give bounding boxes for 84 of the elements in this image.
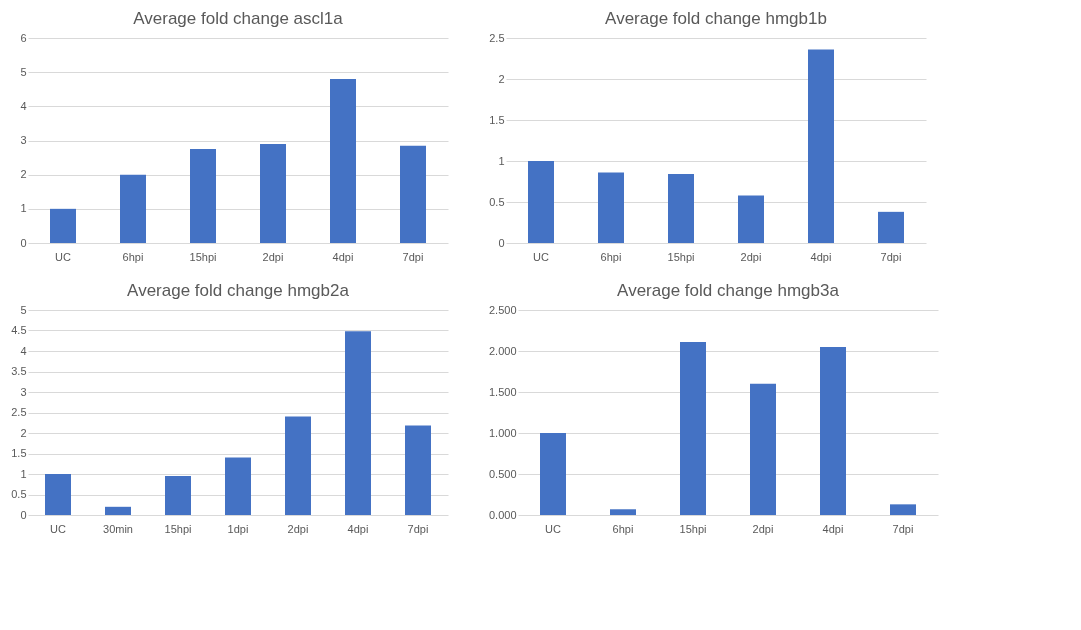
y-tick-label: 6 bbox=[20, 31, 27, 44]
bar bbox=[738, 195, 764, 243]
x-tick-label: 6hpi bbox=[600, 250, 622, 263]
bar bbox=[120, 174, 146, 243]
y-tick-label: 1.5 bbox=[489, 113, 505, 126]
chart-title: Average fold change hmgb3a bbox=[617, 281, 840, 300]
x-tick-label: 7dpi bbox=[402, 250, 424, 263]
y-tick-label: 1 bbox=[498, 154, 505, 167]
bar bbox=[285, 416, 311, 515]
x-tick-label: 2dpi bbox=[262, 250, 284, 263]
bar bbox=[225, 457, 251, 515]
x-tick-label: 15hpi bbox=[679, 522, 707, 535]
x-tick-label: 7dpi bbox=[407, 522, 429, 535]
y-tick-label: 1 bbox=[20, 202, 27, 215]
chart-title: Average fold change ascl1a bbox=[133, 9, 344, 28]
y-tick-label: 0 bbox=[20, 236, 27, 249]
x-tick-label: 7dpi bbox=[892, 522, 914, 535]
bar bbox=[50, 208, 76, 243]
x-tick-label: UC bbox=[50, 522, 66, 535]
y-tick-label: 1.5 bbox=[11, 447, 27, 459]
bar bbox=[890, 504, 916, 515]
y-tick-label: 2 bbox=[498, 72, 505, 85]
y-tick-label: 3 bbox=[20, 134, 27, 146]
y-tick-label: 0.5 bbox=[489, 195, 505, 208]
x-tick-label: UC bbox=[545, 522, 561, 535]
x-tick-label: 6hpi bbox=[612, 522, 634, 535]
y-tick-label: 4 bbox=[20, 99, 27, 112]
bar bbox=[260, 143, 286, 243]
x-tick-label: 15hpi bbox=[164, 522, 192, 535]
y-tick-label: 4 bbox=[20, 344, 27, 357]
chart-title: Average fold change hmgb2a bbox=[127, 281, 350, 300]
y-tick-label: 3.5 bbox=[11, 365, 27, 377]
y-tick-label: 0.500 bbox=[488, 467, 517, 480]
bar bbox=[540, 433, 566, 515]
y-tick-label: 0.000 bbox=[488, 508, 517, 521]
y-tick-label: 0 bbox=[20, 508, 27, 521]
x-tick-label: 1dpi bbox=[227, 522, 249, 535]
bar bbox=[190, 149, 216, 243]
bar bbox=[45, 474, 71, 515]
y-tick-label: 5 bbox=[20, 303, 27, 316]
x-tick-label: 2dpi bbox=[740, 250, 762, 263]
x-tick-label: UC bbox=[533, 250, 549, 263]
bar bbox=[750, 383, 776, 515]
bar bbox=[878, 211, 904, 243]
x-tick-label: 7dpi bbox=[880, 250, 902, 263]
bar bbox=[668, 174, 694, 243]
y-tick-label: 5 bbox=[20, 65, 27, 78]
x-tick-label: 15hpi bbox=[189, 250, 217, 263]
bar bbox=[610, 509, 636, 515]
x-tick-label: 2dpi bbox=[287, 522, 309, 535]
x-tick-label: 6hpi bbox=[122, 250, 144, 263]
y-tick-label: 1.500 bbox=[488, 385, 517, 398]
x-tick-label: 30min bbox=[103, 522, 133, 535]
x-tick-label: 2dpi bbox=[752, 522, 774, 535]
bar bbox=[405, 425, 431, 515]
y-tick-label: 2.5 bbox=[11, 406, 27, 418]
x-tick-label: 15hpi bbox=[667, 250, 695, 263]
y-tick-label: 3 bbox=[20, 385, 27, 398]
bar bbox=[330, 79, 356, 243]
bar bbox=[345, 331, 371, 515]
y-tick-label: 0.5 bbox=[11, 488, 27, 500]
bar bbox=[680, 341, 706, 515]
x-tick-label: 4dpi bbox=[332, 250, 354, 263]
bar bbox=[820, 346, 846, 515]
y-tick-label: 1 bbox=[20, 467, 27, 480]
x-tick-label: 4dpi bbox=[347, 522, 369, 535]
y-tick-label: 2.5 bbox=[489, 31, 505, 44]
y-tick-label: 2.000 bbox=[488, 344, 517, 357]
y-tick-label: 1.000 bbox=[488, 426, 517, 439]
bar bbox=[528, 161, 554, 243]
x-tick-label: 4dpi bbox=[822, 522, 844, 535]
y-tick-label: 4.5 bbox=[11, 324, 27, 336]
x-tick-label: 4dpi bbox=[810, 250, 832, 263]
bar bbox=[165, 476, 191, 515]
bar bbox=[105, 506, 131, 515]
y-tick-label: 2.500 bbox=[488, 303, 517, 316]
y-tick-label: 2 bbox=[20, 168, 27, 181]
y-tick-label: 2 bbox=[20, 426, 27, 439]
x-tick-label: UC bbox=[55, 250, 71, 263]
bar bbox=[400, 145, 426, 243]
chart-title: Average fold change hmgb1b bbox=[605, 9, 827, 28]
bar bbox=[808, 49, 834, 243]
y-tick-label: 0 bbox=[498, 236, 505, 249]
bar bbox=[598, 172, 624, 243]
